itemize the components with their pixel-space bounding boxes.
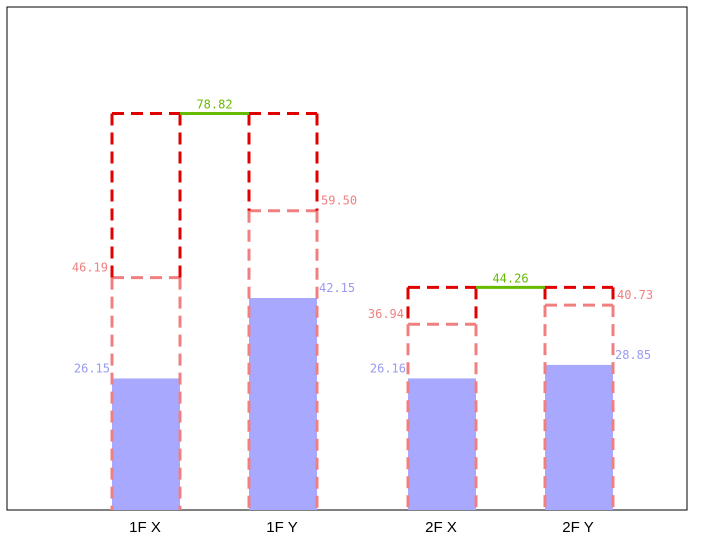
x-tick-label-2fy: 2F Y [562, 519, 593, 536]
bar-2fx [408, 378, 476, 510]
x-tick-label-2fx: 2F X [425, 519, 457, 536]
total-label-2f: 44.26 [492, 271, 528, 285]
bar-1fy [249, 297, 317, 510]
x-tick-label-1fx: 1F X [129, 519, 161, 536]
x-tick-label-1fy: 1F Y [266, 519, 297, 536]
bar-1fx [112, 378, 180, 510]
plot-frame [6, 6, 688, 511]
total-label-1f: 78.82 [196, 98, 232, 112]
bar-label-2fy: 28.85 [615, 348, 651, 362]
inner-label-1fx: 46.19 [72, 261, 108, 275]
bar-label-1fx: 26.15 [74, 361, 110, 375]
inner-label-2fx: 36.94 [368, 307, 404, 321]
inner-label-1fy: 59.50 [321, 194, 357, 208]
bar-label-2fx: 26.16 [370, 361, 406, 375]
bar-2fy [545, 364, 613, 510]
inner-label-2fy: 40.73 [617, 288, 653, 302]
bar-label-1fy: 42.15 [319, 281, 355, 295]
